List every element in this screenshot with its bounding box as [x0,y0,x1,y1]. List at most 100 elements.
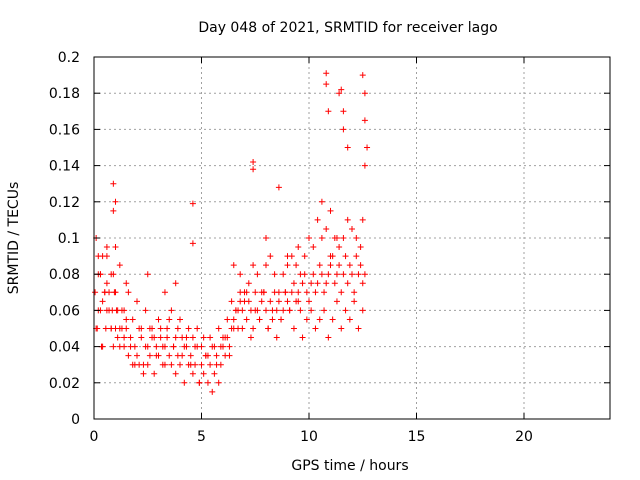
data-point [138,325,145,332]
data-point [280,271,287,278]
data-point [275,289,282,296]
data-point [153,352,160,359]
data-point [318,235,325,241]
data-point [146,352,153,359]
data-point [340,235,347,241]
data-point [204,379,211,386]
data-point [108,271,115,278]
y-tick-label: 0.2 [58,50,80,66]
data-point [146,325,153,332]
data-point [306,235,312,241]
data-point [151,334,158,341]
data-point [228,298,235,305]
data-point [361,117,368,124]
data-point [224,316,231,323]
data-point [327,262,334,269]
data-point [318,198,325,205]
data-point [250,262,257,269]
data-point [243,316,250,323]
data-point [342,253,349,260]
data-point [183,334,190,341]
data-point [323,70,330,77]
data-point [144,343,151,350]
data-point [127,343,134,350]
data-point [299,280,306,287]
data-point [103,280,110,287]
data-point [364,144,371,151]
data-point [209,388,216,395]
data-point [355,271,362,278]
data-point [290,280,297,287]
data-point [215,379,222,386]
data-point [230,325,237,332]
data-point [303,289,310,296]
data-point [161,361,168,368]
data-point [357,244,364,251]
data-point [349,271,355,278]
data-point [256,316,263,323]
data-point [336,90,343,97]
data-point [211,343,218,350]
data-point [127,334,134,341]
data-point [325,108,332,115]
data-point [258,289,265,296]
data-point [284,298,291,305]
data-point [177,361,183,368]
data-point [299,334,306,341]
x-tick-label: 5 [197,429,206,445]
data-point [340,126,347,133]
data-point [142,307,149,314]
data-point [211,370,218,377]
data-point [226,343,233,350]
data-point [338,86,345,93]
data-point [263,307,269,314]
data-point [101,289,108,296]
data-point [280,307,287,314]
data-point [344,144,351,151]
data-point [125,289,132,296]
data-point [207,361,214,368]
data-point [168,307,175,314]
data-point [194,325,201,332]
data-point [172,334,179,341]
data-point [151,370,158,377]
data-point [323,81,330,88]
x-axis-label: GPS time / hours [291,458,408,474]
data-point [108,325,115,332]
data-point [290,325,297,332]
y-tick-label: 0.02 [49,376,80,392]
data-point [99,298,106,305]
data-point [316,262,323,269]
data-point [153,343,160,350]
axes [93,56,611,420]
data-point [215,325,222,332]
data-point [325,271,332,278]
data-point [110,180,117,187]
data-point [185,325,192,332]
data-point [306,298,312,305]
data-point [314,216,321,223]
data-point [200,370,207,377]
data-point [325,334,332,341]
y-tick-label: 0.04 [49,340,80,356]
data-point [282,289,289,296]
data-point [329,316,336,323]
data-point [297,271,304,278]
data-point [196,379,203,386]
y-tick-label: 0.14 [49,159,80,175]
data-point [353,235,360,241]
data-point [230,316,237,323]
tick-labels: 0 5 10 15 20 0 0.02 0.04 0.06 0.08 0.1 0.12 0.14 0.16… [49,50,533,445]
data-point [252,289,259,296]
x-tick-label: 0 [90,429,99,445]
data-point [140,370,147,377]
data-point [164,325,171,332]
data-point [213,361,220,368]
data-point [179,352,186,359]
data-point [314,280,321,287]
data-point [333,298,340,305]
data-point [271,271,278,278]
data-point [308,280,315,287]
